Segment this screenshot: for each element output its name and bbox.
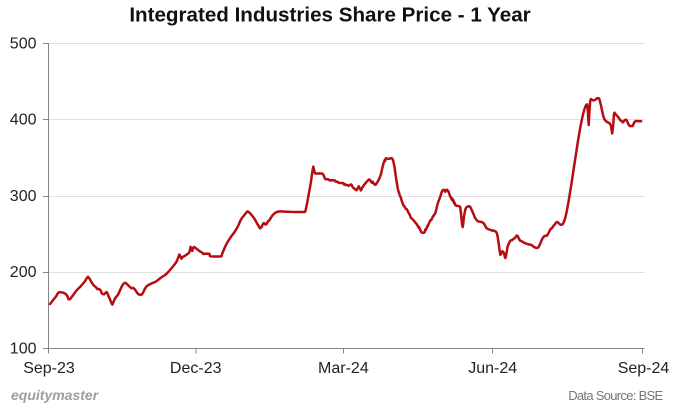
svg-text:Sep-24: Sep-24: [618, 360, 670, 377]
svg-text:Integrated Industries Share Pr: Integrated Industries Share Price - 1 Ye…: [129, 4, 530, 27]
svg-text:Mar-24: Mar-24: [318, 360, 369, 377]
svg-text:300: 300: [10, 188, 37, 205]
svg-text:Sep-23: Sep-23: [23, 360, 75, 377]
svg-text:400: 400: [10, 112, 37, 129]
svg-text:equitymaster: equitymaster: [11, 387, 100, 403]
svg-text:Data Source: BSE: Data Source: BSE: [568, 388, 663, 403]
svg-text:100: 100: [10, 340, 37, 357]
svg-text:Jun-24: Jun-24: [468, 360, 517, 377]
svg-text:Dec-23: Dec-23: [170, 360, 222, 377]
svg-text:500: 500: [10, 35, 37, 52]
svg-text:200: 200: [10, 264, 37, 281]
